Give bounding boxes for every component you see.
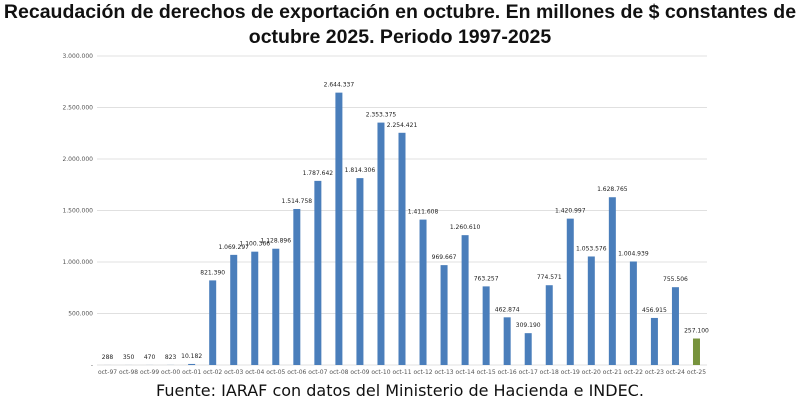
bar-oct-13 bbox=[440, 265, 448, 365]
data-label: 462.874 bbox=[495, 306, 520, 313]
bar-oct-20 bbox=[587, 256, 595, 365]
chart-title-line-2: octubre 2025. Periodo 1997-2025 bbox=[248, 26, 552, 48]
x-tick-label: oct-23 bbox=[645, 369, 664, 376]
x-tick-label: oct-97 bbox=[98, 369, 117, 376]
data-label: 2.254.421 bbox=[387, 122, 418, 129]
x-tick-label: oct-13 bbox=[435, 369, 454, 376]
bar-oct-01 bbox=[188, 363, 196, 365]
data-label: 2.644.337 bbox=[324, 82, 355, 89]
x-tick-label: oct-25 bbox=[687, 369, 706, 376]
data-label: 1.814.306 bbox=[345, 167, 376, 174]
bar-oct-22 bbox=[629, 261, 637, 365]
bar-oct-12 bbox=[419, 219, 427, 365]
data-label: 1.069.297 bbox=[218, 244, 249, 251]
bar-oct-07 bbox=[314, 180, 322, 365]
x-tick-label: oct-10 bbox=[371, 369, 390, 376]
x-tick-label: oct-07 bbox=[308, 369, 327, 376]
bar-oct-11 bbox=[398, 132, 406, 365]
data-label: 1.004.939 bbox=[618, 250, 649, 257]
x-tick-label: oct-24 bbox=[666, 369, 685, 376]
y-tick-label: 2.500.000 bbox=[62, 105, 93, 112]
y-tick-label: 1.500.000 bbox=[62, 208, 93, 215]
data-label: 969.667 bbox=[432, 254, 457, 261]
bar-oct-24 bbox=[671, 287, 679, 365]
x-tick-label: oct-14 bbox=[456, 369, 475, 376]
data-label: 763.257 bbox=[474, 275, 499, 282]
data-label: 1.053.576 bbox=[576, 245, 607, 252]
y-tick-label: 3.000.000 bbox=[62, 53, 93, 60]
x-tick-label: oct-00 bbox=[161, 369, 180, 376]
x-tick-label: oct-02 bbox=[203, 369, 222, 376]
y-tick-label: 500.000 bbox=[68, 311, 93, 318]
x-tick-label: oct-12 bbox=[413, 369, 432, 376]
data-label: 2.353.375 bbox=[366, 112, 397, 119]
bar-oct-19 bbox=[566, 218, 574, 365]
data-label: 456.915 bbox=[642, 307, 667, 314]
data-label: 774.571 bbox=[537, 274, 562, 281]
bar-oct-10 bbox=[377, 122, 385, 365]
data-label: 1.514.758 bbox=[282, 198, 313, 205]
x-tick-label: oct-08 bbox=[329, 369, 348, 376]
data-label: 1.787.642 bbox=[303, 170, 334, 177]
data-label: 1.411.608 bbox=[408, 209, 439, 216]
data-label: 257.100 bbox=[684, 328, 709, 335]
data-label: 10.182 bbox=[181, 353, 202, 360]
y-tick-label: 1.000.000 bbox=[62, 259, 93, 266]
data-label: 1.128.896 bbox=[261, 238, 292, 245]
x-tick-label: oct-05 bbox=[266, 369, 285, 376]
chart-title-line-1: Recaudación de derechos de exportación e… bbox=[3, 1, 797, 23]
x-tick-label: oct-22 bbox=[624, 369, 643, 376]
x-tick-label: oct-16 bbox=[498, 369, 517, 376]
y-tick-label: - bbox=[91, 362, 93, 369]
x-tick-label: oct-15 bbox=[477, 369, 496, 376]
bar-oct-02 bbox=[209, 280, 217, 365]
bar-oct-14 bbox=[461, 235, 469, 365]
data-label: 309.190 bbox=[516, 322, 541, 329]
x-tick-label: oct-04 bbox=[245, 369, 264, 376]
data-label: 350 bbox=[123, 354, 135, 361]
bar-oct-23 bbox=[650, 317, 658, 365]
x-tick-label: oct-01 bbox=[182, 369, 201, 376]
x-tick-label: oct-03 bbox=[224, 369, 243, 376]
bar-oct-25 bbox=[692, 338, 700, 365]
bar-oct-08 bbox=[335, 92, 343, 365]
x-tick-label: oct-99 bbox=[140, 369, 159, 376]
data-label: 1.628.765 bbox=[597, 186, 628, 193]
bar-oct-04 bbox=[251, 251, 259, 365]
x-tick-label: oct-18 bbox=[540, 369, 559, 376]
bar-oct-16 bbox=[503, 317, 511, 365]
bar-oct-03 bbox=[230, 254, 238, 365]
bar-oct-06 bbox=[293, 208, 301, 365]
x-tick-label: oct-20 bbox=[582, 369, 601, 376]
data-label: 1.260.610 bbox=[450, 224, 481, 231]
data-label: 1.420.997 bbox=[555, 208, 586, 215]
data-label: 823 bbox=[165, 354, 177, 361]
x-tick-label: oct-98 bbox=[119, 369, 138, 376]
data-label: 470 bbox=[144, 354, 156, 361]
data-label: 821.390 bbox=[200, 269, 225, 276]
bar-chart: - 500.000 1.000.000 1.500.000 2.000.000 2.500… bbox=[62, 53, 709, 376]
bar-oct-18 bbox=[545, 285, 553, 365]
bar-oct-15 bbox=[482, 286, 490, 365]
data-label: 1.100.366 bbox=[239, 241, 270, 248]
x-tick-label: oct-19 bbox=[561, 369, 580, 376]
x-tick-label: oct-17 bbox=[519, 369, 538, 376]
x-tick-label: oct-11 bbox=[392, 369, 411, 376]
data-label: 288 bbox=[102, 354, 114, 361]
chart-title: Recaudación de derechos de exportación e… bbox=[0, 0, 800, 50]
bar-oct-21 bbox=[608, 197, 616, 365]
bar-oct-05 bbox=[272, 248, 280, 365]
bar-oct-17 bbox=[524, 333, 532, 365]
y-tick-label: 2.000.000 bbox=[62, 156, 93, 163]
bar-oct-09 bbox=[356, 178, 364, 365]
x-tick-label: oct-09 bbox=[350, 369, 369, 376]
x-tick-label: oct-21 bbox=[603, 369, 622, 376]
source-note: Fuente: IARAF con datos del Ministerio d… bbox=[156, 381, 644, 400]
x-tick-label: oct-06 bbox=[287, 369, 306, 376]
data-label: 755.506 bbox=[663, 276, 688, 283]
